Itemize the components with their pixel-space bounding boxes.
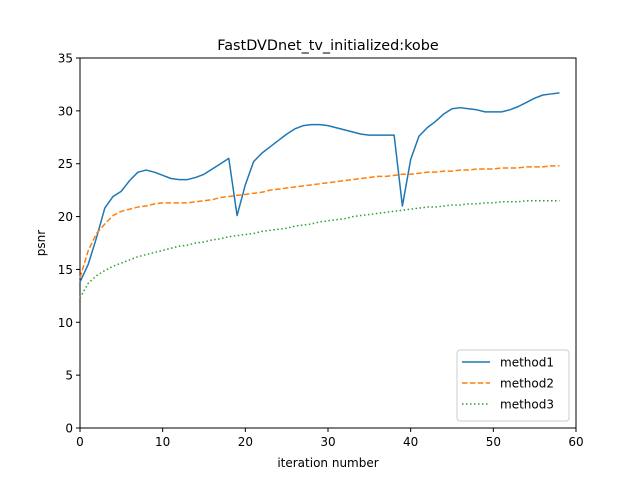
- y-tick-label: 25: [58, 157, 73, 171]
- legend-box: [456, 349, 570, 422]
- x-tick-label: 60: [568, 435, 583, 449]
- y-tick-label: 20: [58, 210, 73, 224]
- y-tick-label: 10: [58, 316, 73, 330]
- x-tick-label: 30: [320, 435, 335, 449]
- series-lines: [79, 92, 560, 299]
- series-line-method3: [79, 199, 560, 299]
- legend-label-method1: method1: [500, 356, 554, 370]
- legend-label-method2: method2: [500, 377, 554, 391]
- legend: method1 method2 method3: [456, 349, 570, 422]
- y-axis: 0 5 10 15 20 25 30 35: [58, 52, 80, 436]
- legend-label-method3: method3: [500, 398, 554, 412]
- y-tick-label: 30: [58, 104, 73, 118]
- x-tick-label: 40: [403, 435, 418, 449]
- series-line-method1: [79, 92, 560, 283]
- x-tick-label: 10: [155, 435, 170, 449]
- y-axis-label: psnr: [34, 230, 48, 256]
- x-tick-label: 0: [76, 435, 84, 449]
- x-tick-label: 50: [486, 435, 501, 449]
- y-tick-label: 0: [65, 422, 73, 436]
- chart-title: FastDVDnet_tv_initialized:kobe: [217, 38, 439, 54]
- y-tick-label: 5: [65, 369, 73, 383]
- x-axis-label: iteration number: [277, 456, 378, 470]
- x-tick-label: 20: [238, 435, 253, 449]
- series-line-method2: [79, 165, 560, 279]
- y-tick-label: 35: [58, 52, 73, 66]
- y-tick-label: 15: [58, 263, 73, 277]
- x-axis: 0 10 20 30 40 50 60: [76, 428, 584, 449]
